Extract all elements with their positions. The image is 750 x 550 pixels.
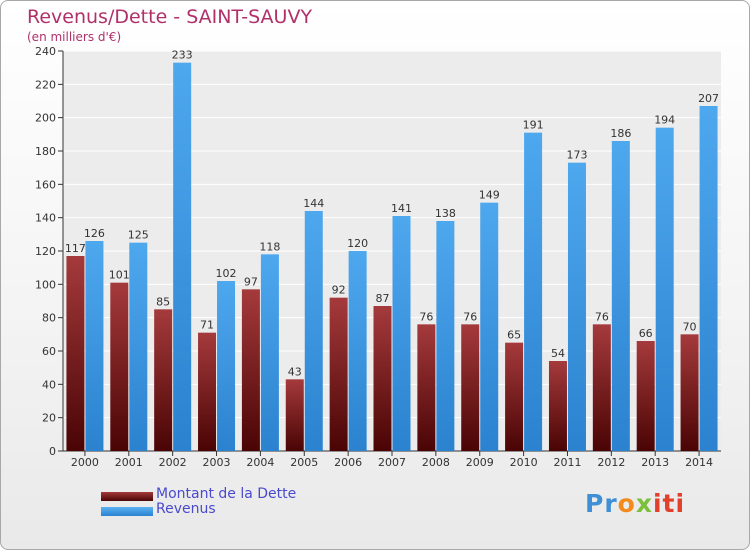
- data-label-dette: 71: [200, 319, 214, 332]
- bar-revenus: [173, 62, 192, 452]
- legend-label-dette: Montant de la Dette: [156, 486, 297, 502]
- legend-swatch-dette: [101, 492, 153, 501]
- bar-dette: [241, 289, 260, 451]
- bar-revenus: [260, 254, 279, 451]
- y-tick-label: 140: [35, 212, 56, 225]
- data-label-revenus: 141: [391, 202, 412, 215]
- bar-revenus: [85, 241, 104, 451]
- data-label-dette: 76: [419, 310, 433, 323]
- data-label-revenus: 191: [523, 119, 544, 132]
- data-label-dette: 87: [376, 292, 390, 305]
- data-label-revenus: 149: [479, 189, 500, 202]
- bar-dette: [198, 332, 217, 451]
- data-label-dette: 66: [639, 327, 653, 340]
- data-label-dette: 70: [683, 320, 697, 333]
- bar-revenus: [480, 202, 499, 451]
- proxiti-logo: Proxiti: [585, 489, 686, 518]
- bar-revenus: [392, 216, 411, 451]
- data-label-revenus: 173: [566, 149, 587, 162]
- bar-revenus: [567, 162, 586, 451]
- bar-dette: [680, 334, 699, 451]
- x-tick-label: 2002: [159, 456, 187, 469]
- bar-revenus: [304, 211, 323, 451]
- bar-dette: [110, 282, 129, 451]
- data-label-dette: 43: [288, 365, 302, 378]
- bar-revenus: [699, 106, 718, 451]
- x-tick-label: 2004: [246, 456, 274, 469]
- x-tick-label: 2011: [553, 456, 581, 469]
- bar-dette: [636, 341, 655, 451]
- x-tick-label: 2000: [71, 456, 99, 469]
- bar-dette: [505, 342, 524, 451]
- data-label-dette: 117: [65, 242, 86, 255]
- data-label-revenus: 144: [303, 197, 324, 210]
- data-label-dette: 101: [109, 269, 130, 282]
- data-label-dette: 92: [332, 284, 346, 297]
- y-tick-label: 200: [35, 112, 56, 125]
- x-tick-label: 2010: [510, 456, 538, 469]
- bar-dette: [66, 256, 85, 451]
- bar-dette: [417, 324, 436, 451]
- x-tick-label: 2007: [378, 456, 406, 469]
- data-label-dette: 76: [463, 310, 477, 323]
- y-tick-label: 180: [35, 145, 56, 158]
- x-tick-label: 2013: [641, 456, 669, 469]
- x-tick-label: 2003: [203, 456, 231, 469]
- chart-subtitle: (en milliers d'€): [27, 30, 122, 44]
- bar-dette: [373, 306, 392, 451]
- x-tick-label: 2012: [597, 456, 625, 469]
- data-label-revenus: 207: [698, 92, 719, 105]
- bar-dette: [285, 379, 304, 451]
- data-label-revenus: 194: [654, 114, 675, 127]
- data-label-dette: 85: [156, 295, 170, 308]
- data-label-dette: 65: [507, 329, 521, 342]
- legend-swatch-revenus: [101, 507, 153, 516]
- bar-dette: [461, 324, 480, 451]
- chart-title: Revenus/Dette - SAINT-SAUVY: [27, 6, 313, 28]
- bar-revenus: [217, 281, 236, 451]
- x-tick-label: 2014: [685, 456, 713, 469]
- data-label-revenus: 102: [216, 267, 237, 280]
- x-tick-label: 2009: [466, 456, 494, 469]
- y-tick-label: 80: [42, 312, 56, 325]
- bar-dette: [154, 309, 173, 451]
- bar-revenus: [524, 132, 543, 451]
- data-label-dette: 54: [551, 347, 565, 360]
- bar-revenus: [129, 242, 148, 451]
- x-tick-label: 2005: [290, 456, 318, 469]
- data-label-revenus: 125: [128, 229, 149, 242]
- bar-revenus: [655, 127, 674, 452]
- y-tick-label: 220: [35, 78, 56, 91]
- bar-dette: [329, 297, 348, 451]
- y-tick-label: 60: [42, 345, 56, 358]
- data-label-revenus: 186: [610, 127, 631, 140]
- y-tick-label: 40: [42, 378, 56, 391]
- y-tick-label: 160: [35, 178, 56, 191]
- x-tick-label: 2008: [422, 456, 450, 469]
- bar-dette: [592, 324, 611, 451]
- x-tick-label: 2006: [334, 456, 362, 469]
- y-tick-label: 100: [35, 278, 56, 291]
- legend-label-revenus: Revenus: [156, 501, 216, 517]
- bar-revenus: [436, 221, 455, 451]
- data-label-revenus: 138: [435, 207, 456, 220]
- bar-revenus: [611, 141, 630, 451]
- data-label-revenus: 118: [259, 240, 280, 253]
- bar-dette: [548, 361, 567, 451]
- y-tick-label: 20: [42, 412, 56, 425]
- y-tick-label: 0: [49, 445, 56, 458]
- y-tick-label: 120: [35, 245, 56, 258]
- data-label-revenus: 120: [347, 237, 368, 250]
- x-tick-label: 2001: [115, 456, 143, 469]
- data-label-revenus: 233: [172, 49, 193, 62]
- bar-revenus: [348, 251, 367, 451]
- data-label-dette: 97: [244, 275, 258, 288]
- data-label-revenus: 126: [84, 227, 105, 240]
- data-label-dette: 76: [595, 310, 609, 323]
- y-tick-label: 240: [35, 45, 56, 58]
